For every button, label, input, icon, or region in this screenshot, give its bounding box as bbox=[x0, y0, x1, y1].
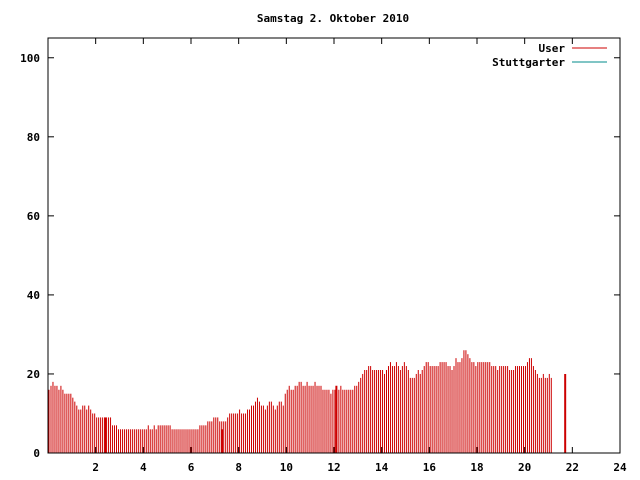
x-tick-label: 22 bbox=[566, 461, 579, 474]
x-tick-label: 16 bbox=[423, 461, 437, 474]
x-tick-label: 18 bbox=[470, 461, 483, 474]
chart-title: Samstag 2. Oktober 2010 bbox=[257, 12, 409, 25]
x-tick-label: 6 bbox=[188, 461, 195, 474]
x-tick-label: 2 bbox=[92, 461, 99, 474]
y-tick-label: 20 bbox=[27, 368, 40, 381]
x-tick-label: 14 bbox=[375, 461, 389, 474]
x-tick-label: 10 bbox=[280, 461, 293, 474]
y-tick-label: 40 bbox=[27, 289, 40, 302]
x-tick-label: 24 bbox=[613, 461, 627, 474]
bars-layer bbox=[48, 350, 552, 453]
plot-frame bbox=[47, 37, 621, 454]
x-tick-label: 20 bbox=[518, 461, 531, 474]
y-tick-label: 60 bbox=[27, 210, 40, 223]
y-tick-label: 0 bbox=[33, 447, 40, 460]
x-tick-label: 4 bbox=[140, 461, 147, 474]
x-tick-label: 12 bbox=[327, 461, 340, 474]
y-tick-label: 100 bbox=[20, 52, 40, 65]
y-axis: 0 20 40 60 80 100 bbox=[20, 52, 620, 460]
x-tick-label: 8 bbox=[235, 461, 242, 474]
spikes-layer bbox=[104, 373, 567, 453]
legend-label: Stuttgarter bbox=[492, 56, 565, 69]
legend-label: User bbox=[539, 42, 566, 55]
y-tick-label: 80 bbox=[27, 131, 40, 144]
x-axis: 2 4 6 8 10 12 14 16 18 20 22 24 bbox=[92, 38, 627, 474]
